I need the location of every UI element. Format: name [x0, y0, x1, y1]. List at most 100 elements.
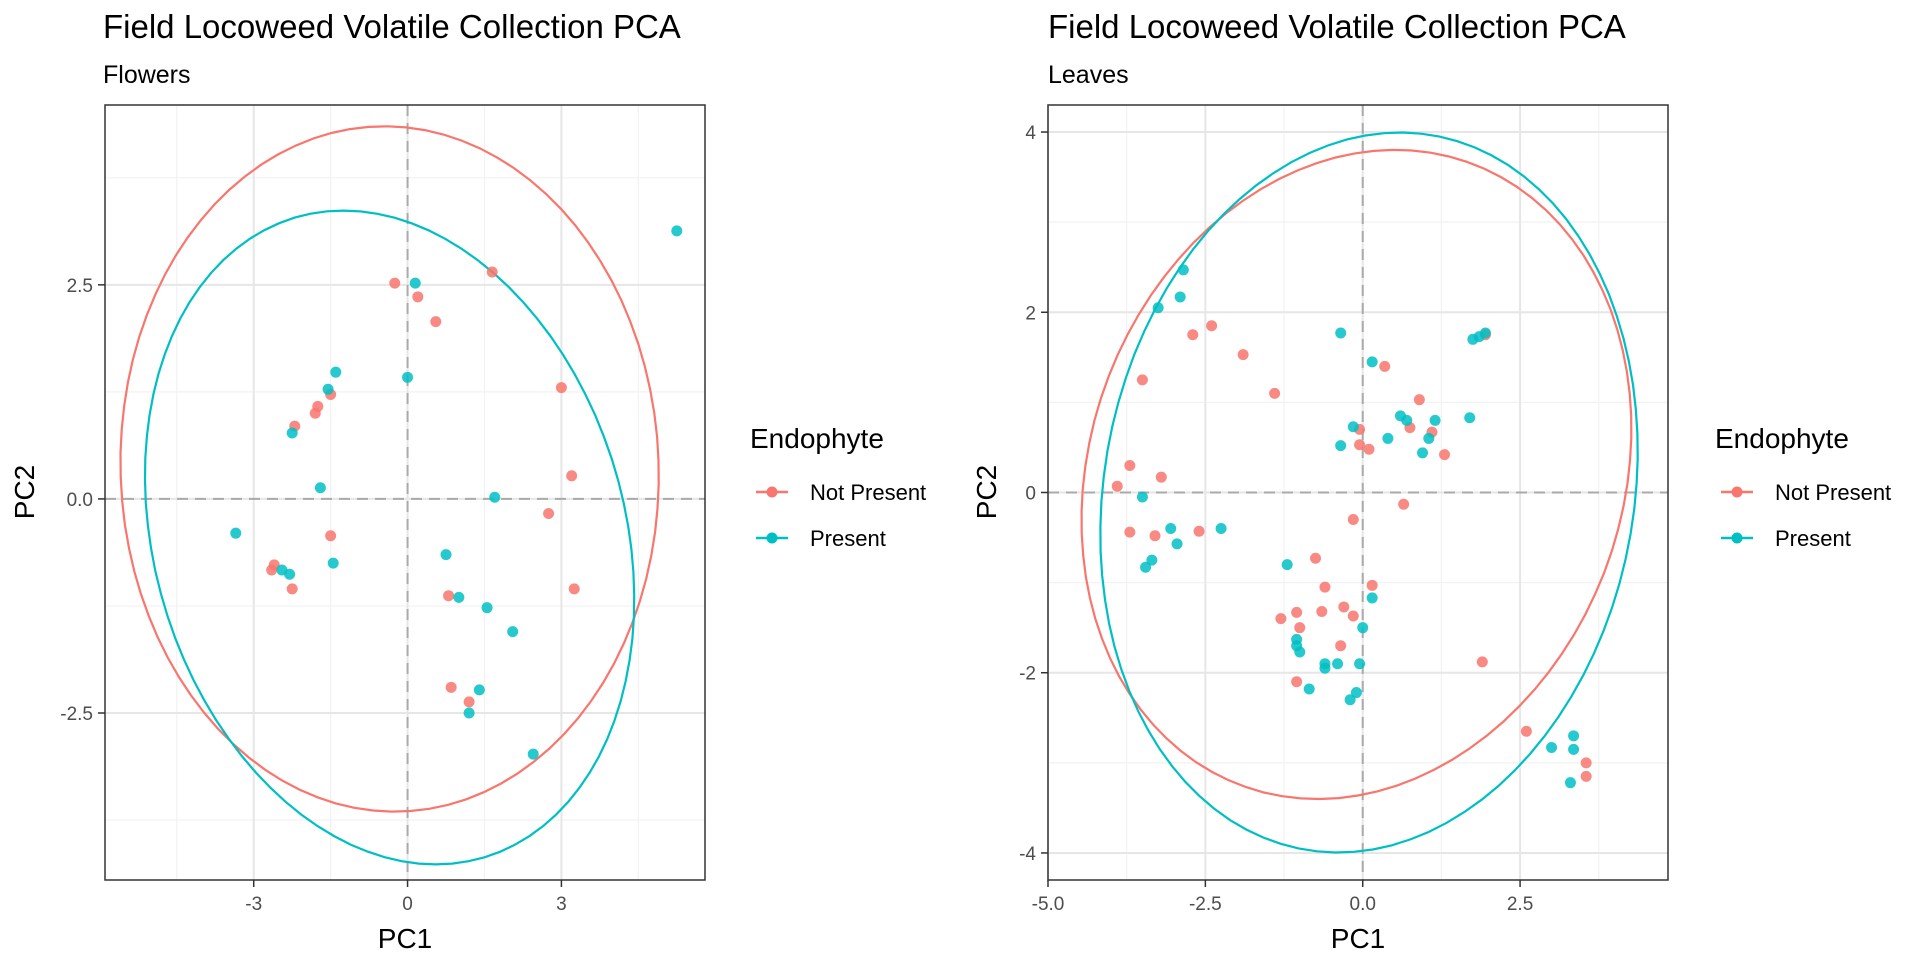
leaves-point-present	[1568, 743, 1580, 755]
leaves-legend-present-label: Present	[1775, 526, 1851, 551]
leaves-point-not-present	[1520, 725, 1532, 737]
flowers-y-ticks: -2.5 0.0 2.5	[60, 276, 105, 725]
leaves-point-present	[1281, 559, 1293, 571]
flowers-point-present	[330, 366, 342, 378]
leaves-point-present	[1354, 658, 1366, 670]
flowers-point-not-present	[389, 277, 401, 289]
flowers-point-not-present	[445, 681, 457, 693]
leaves-point-present	[1140, 561, 1152, 573]
flowers-point-present	[453, 591, 465, 603]
flowers-x-tick-label: -3	[245, 894, 262, 915]
flowers-x-ticks: -3 0 3	[245, 880, 567, 915]
flowers-point-present	[489, 491, 501, 503]
leaves-x-axis-label: PC1	[1331, 923, 1385, 954]
flowers-point-not-present	[309, 407, 321, 419]
flowers-point-present	[230, 527, 242, 539]
flowers-ellipse-not-present	[119, 125, 660, 813]
leaves-y-ticks: -4 -2 0 2 4	[1019, 123, 1048, 865]
flowers-point-not-present	[325, 530, 337, 542]
leaves-y-tick-label: 0	[1025, 484, 1036, 505]
leaves-point-present	[1335, 327, 1347, 339]
flowers-x-tick-label: 3	[556, 894, 567, 915]
leaves-point-not-present	[1294, 622, 1306, 634]
leaves-point-present	[1546, 742, 1558, 754]
flowers-points	[230, 225, 683, 760]
flowers-point-not-present	[430, 316, 442, 328]
leaves-point-not-present	[1316, 605, 1328, 617]
leaves-point-present	[1564, 777, 1576, 789]
flowers-y-tick-label: 0.0	[67, 490, 93, 511]
flowers-point-present	[284, 568, 296, 580]
leaves-point-present	[1171, 538, 1183, 550]
leaves-point-present	[1366, 592, 1378, 604]
leaves-point-not-present	[1335, 640, 1347, 652]
leaves-point-not-present	[1354, 439, 1366, 451]
leaves-point-not-present	[1379, 360, 1391, 372]
leaves-point-present	[1332, 658, 1344, 670]
flowers-point-present	[322, 383, 334, 395]
leaves-point-present	[1464, 412, 1476, 424]
leaves-point-not-present	[1124, 459, 1136, 471]
leaves-point-present	[1319, 662, 1331, 674]
flowers-point-not-present	[412, 291, 424, 303]
leaves-point-not-present	[1363, 443, 1375, 455]
leaves-point-present	[1335, 440, 1347, 452]
leaves-points	[1111, 264, 1592, 789]
leaves-y-tick-label: 2	[1025, 303, 1036, 324]
flowers-x-tick-label: 0	[402, 894, 413, 915]
leaves-y-tick-label: 4	[1025, 123, 1036, 144]
leaves-point-not-present	[1291, 606, 1303, 618]
flowers-point-present	[481, 602, 493, 614]
flowers-ellipse-present	[143, 209, 636, 866]
leaves-point-present	[1152, 302, 1164, 314]
leaves-point-present	[1146, 554, 1158, 566]
leaves-point-present	[1350, 687, 1362, 699]
flowers-point-present	[327, 557, 339, 569]
flowers-point-present	[527, 748, 539, 760]
flowers-point-not-present	[568, 583, 580, 595]
leaves-panel: Field Locoweed Volatile Collection PCA L…	[971, 8, 1891, 954]
leaves-point-not-present	[1338, 601, 1350, 613]
flowers-point-not-present	[463, 696, 475, 708]
flowers-legend-not-present-marker	[766, 486, 778, 498]
leaves-point-present	[1417, 447, 1429, 459]
leaves-point-not-present	[1111, 480, 1123, 492]
flowers-y-tick-label: 2.5	[67, 276, 93, 297]
flowers-point-not-present	[566, 470, 578, 482]
leaves-point-not-present	[1476, 656, 1488, 668]
leaves-point-not-present	[1275, 613, 1287, 625]
leaves-point-present	[1423, 432, 1435, 444]
leaves-point-not-present	[1319, 581, 1331, 593]
leaves-point-not-present	[1413, 394, 1425, 406]
leaves-subtitle: Leaves	[1048, 61, 1129, 89]
flowers-x-axis-label: PC1	[378, 923, 432, 954]
leaves-point-present	[1177, 264, 1189, 276]
leaves-point-not-present	[1291, 676, 1303, 688]
leaves-point-present	[1401, 414, 1413, 426]
leaves-x-tick-label: -2.5	[1189, 894, 1222, 915]
leaves-y-axis-label: PC2	[971, 465, 1002, 519]
flowers-ellipses	[119, 125, 660, 866]
flowers-point-present	[671, 225, 683, 237]
flowers-point-not-present	[286, 583, 298, 595]
leaves-point-not-present	[1187, 329, 1199, 341]
flowers-legend-present-label: Present	[810, 526, 886, 551]
flowers-point-present	[286, 427, 298, 439]
leaves-point-not-present	[1398, 498, 1410, 510]
leaves-y-tick-label: -2	[1019, 664, 1036, 685]
leaves-point-not-present	[1439, 449, 1451, 461]
flowers-point-present	[463, 707, 475, 719]
leaves-x-ticks: -5.0 -2.5 0.0 2.5	[1032, 880, 1533, 915]
leaves-legend-not-present-label: Not Present	[1775, 480, 1891, 505]
leaves-point-present	[1479, 327, 1491, 339]
leaves-legend-title: Endophyte	[1715, 423, 1849, 454]
flowers-point-present	[440, 549, 452, 561]
leaves-grid	[1047, 105, 1668, 880]
leaves-x-tick-label: 2.5	[1507, 894, 1533, 915]
leaves-point-present	[1347, 421, 1359, 433]
leaves-point-not-present	[1149, 530, 1161, 542]
flowers-legend-not-present-label: Not Present	[810, 480, 926, 505]
leaves-point-present	[1303, 683, 1315, 695]
